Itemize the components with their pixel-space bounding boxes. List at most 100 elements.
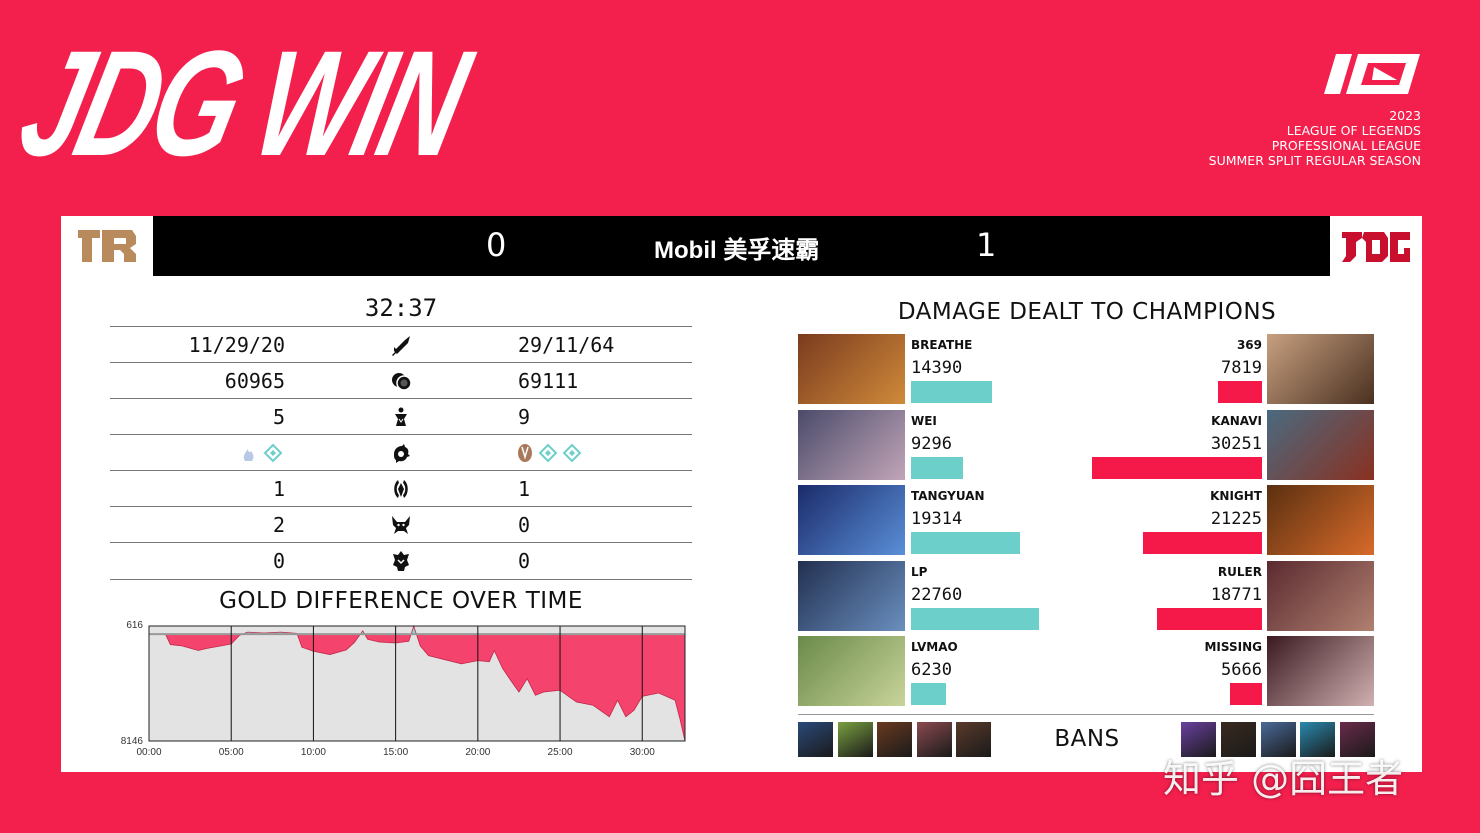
red-player-damage: 21225 <box>1210 509 1262 529</box>
lpl-10th-anniversary-logo <box>1324 54 1420 94</box>
blue-player-damage: 22760 <box>911 584 963 605</box>
gold-difference-chart: 00:00 05:00 10:00 15:00 20:00 25:00 30:00 616 81… <box>121 620 686 758</box>
bans-divider <box>798 714 1374 715</box>
headline-jdg-win: JDG WIN <box>5 19 480 187</box>
blue-player-damage: 6230 <box>911 660 952 680</box>
blue-ban-champion-icon <box>798 722 833 757</box>
red-player-portrait <box>1267 636 1374 706</box>
blue-damage-bar <box>911 607 1039 630</box>
red-player-portrait <box>1267 334 1374 404</box>
blue-player-name: TANGYUAN <box>911 489 985 503</box>
score-bar <box>153 216 1330 276</box>
stat-row-herald: 1 1 <box>110 470 692 507</box>
red-damage-bar <box>1218 381 1262 403</box>
stat-row-dragons <box>110 434 692 471</box>
red-damage-bar <box>1142 532 1262 554</box>
rift-herald-icon <box>394 480 408 498</box>
blue-player-portrait <box>798 636 905 706</box>
blue-ban-champion-icon <box>916 722 952 757</box>
jdg-elders: 0 <box>518 549 531 573</box>
x-tick-label: 05:00 <box>219 747 244 758</box>
league-name-2: PROFESSIONAL LEAGUE <box>1271 138 1421 153</box>
x-tick-label: 20:00 <box>465 747 490 758</box>
stat-row-elder: 0 0 <box>110 542 692 580</box>
sponsor-mobil-logo: Mobil 美孚速霸 <box>654 237 820 264</box>
blue-player-name: LVMAO <box>911 640 958 654</box>
bans-label: BANS <box>1054 726 1120 752</box>
league-season: SUMMER SPLIT REGULAR SEASON <box>1208 153 1421 168</box>
hextech-drake-icon <box>538 443 558 463</box>
red-player-name: KANAVI <box>1211 413 1262 428</box>
red-ban-champion-icon <box>1340 722 1376 757</box>
blue-player-damage: 19314 <box>911 509 963 529</box>
red-player-name: 369 <box>1236 338 1262 352</box>
jdg-kda: 29/11/64 <box>518 333 615 357</box>
blue-player-portrait <box>798 485 905 555</box>
rng-elders: 0 <box>272 549 285 573</box>
red-player-name: KNIGHT <box>1210 489 1262 503</box>
blue-damage-bar <box>911 532 1020 554</box>
blue-player-name: WEI <box>911 413 937 428</box>
stat-row-gold: 60965 69111 <box>110 362 692 399</box>
jdg-barons: 0 <box>518 513 531 537</box>
jdg-towers: 9 <box>518 405 531 429</box>
jdg-score: 1 <box>976 226 997 264</box>
plot-frame <box>148 625 686 742</box>
stat-row-towers: 5 9 <box>110 398 692 435</box>
blue-player-portrait <box>798 409 905 480</box>
red-player-portrait <box>1267 485 1374 555</box>
red-player-damage: 5666 <box>1221 660 1262 680</box>
red-player-portrait <box>1267 560 1374 631</box>
league-year: 2023 <box>1389 108 1421 123</box>
red-damage-bar <box>1156 607 1262 630</box>
rng-team-logo <box>61 216 153 276</box>
x-tick-label: 25:00 <box>548 747 573 758</box>
gold-deficit-area <box>149 634 685 741</box>
hextech-drake-icon <box>263 443 283 463</box>
mountain-drake-icon <box>518 444 532 462</box>
tower-icon <box>395 407 407 426</box>
blue-damage-bar <box>911 683 946 705</box>
league-name: LEAGUE OF LEGENDS <box>1286 123 1421 138</box>
jdg-heralds: 1 <box>518 477 531 501</box>
red-player-portrait <box>1267 409 1374 480</box>
rng-dragons <box>243 443 283 463</box>
red-damage-bar <box>1230 683 1262 705</box>
red-player-damage: 7819 <box>1221 358 1262 378</box>
red-player-damage: 30251 <box>1210 433 1262 454</box>
y-tick-label-bottom: 8146 <box>121 736 144 747</box>
hextech-drake-icon <box>562 443 582 463</box>
x-tick-label: 00:00 <box>136 747 161 758</box>
dragon-icon <box>394 444 410 463</box>
blue-ban-champion-icon <box>877 722 912 757</box>
y-tick-label-top: 616 <box>126 620 143 631</box>
stat-row-kda: 11/29/20 29/11/64 <box>110 326 692 363</box>
damage-title: DAMAGE DEALT TO CHAMPIONS <box>897 299 1277 325</box>
rng-kda: 11/29/20 <box>188 333 285 357</box>
rng-heralds: 1 <box>272 477 285 501</box>
x-tick-label: 30:00 <box>630 747 655 758</box>
red-player-damage: 18771 <box>1210 584 1262 605</box>
red-ban-champion-icon <box>1220 722 1256 757</box>
rng-gold: 60965 <box>224 369 285 393</box>
chart-title: GOLD DIFFERENCE OVER TIME <box>219 588 583 614</box>
blue-player-damage: 9296 <box>911 433 952 454</box>
blue-player-damage: 14390 <box>911 358 963 378</box>
jdg-gold: 69111 <box>518 369 579 393</box>
stat-row-baron: 2 0 <box>110 506 692 543</box>
blue-damage-bar <box>911 456 964 479</box>
blue-damage-bar <box>911 381 992 403</box>
baron-icon <box>392 516 410 534</box>
blue-player-name: BREATHE <box>911 338 973 352</box>
blue-ban-champion-icon <box>837 722 873 757</box>
elder-dragon-icon <box>393 551 409 571</box>
blue-player-portrait <box>798 560 905 631</box>
watermark: 知乎 @囧王者 <box>1163 757 1404 801</box>
cloud-drake-icon <box>243 449 254 461</box>
gold-icon <box>392 373 412 391</box>
red-player-name: MISSING <box>1204 640 1262 654</box>
rng-score: 0 <box>486 226 507 264</box>
rng-towers: 5 <box>272 405 285 429</box>
red-player-name: RULER <box>1217 564 1262 579</box>
red-ban-champion-icon <box>1260 722 1296 757</box>
